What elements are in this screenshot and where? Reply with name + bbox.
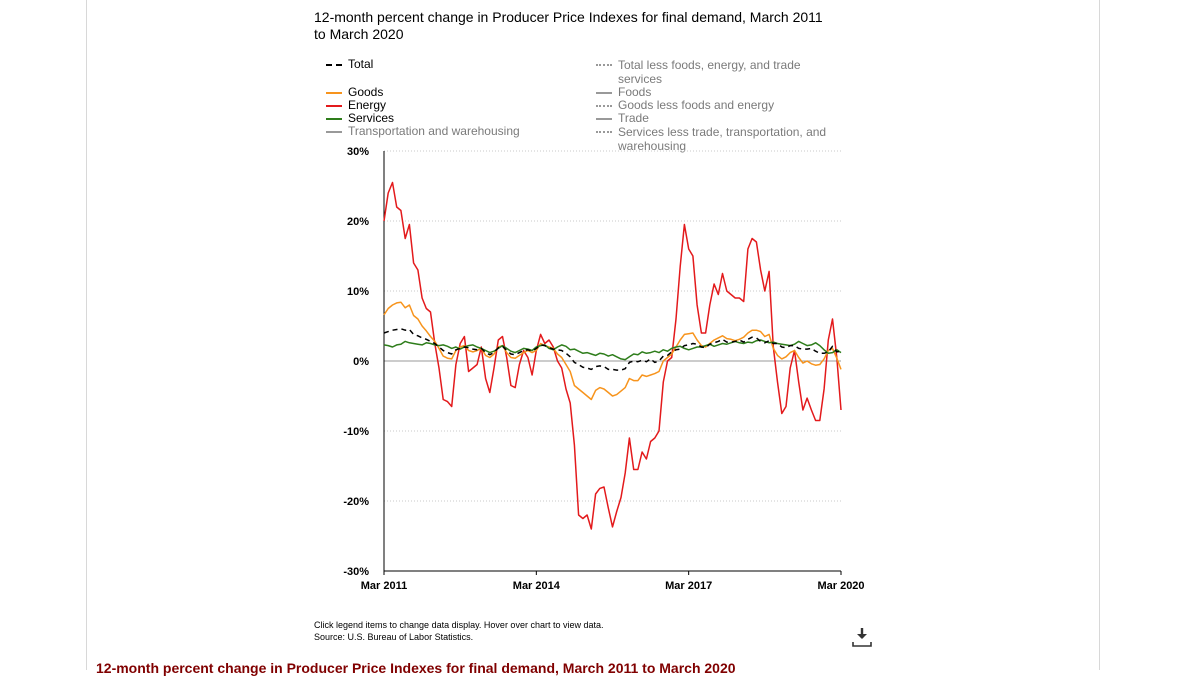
legend-label-goods-less: Goods less foods and energy xyxy=(618,98,775,112)
content-frame xyxy=(86,0,1100,670)
legend-label-energy: Energy xyxy=(348,98,387,112)
series-line-energy xyxy=(383,181,842,530)
legend-label-goods: Goods xyxy=(348,85,384,99)
legend-swatch-services-less xyxy=(596,131,612,133)
series-line-goods xyxy=(383,301,842,401)
download-icon[interactable] xyxy=(850,625,874,649)
chart-title: 12-month percent change in Producer Pric… xyxy=(314,9,823,42)
legend-label-total-less: Total less foods, energy, and trade serv… xyxy=(618,58,801,86)
chart-source: Source: U.S. Bureau of Labor Statistics. xyxy=(314,632,474,642)
legend-swatch-total xyxy=(326,64,342,66)
legend-swatch-total-less xyxy=(596,64,612,66)
legend-label-total: Total xyxy=(348,57,374,71)
legend-swatch-goods-less xyxy=(596,105,612,107)
line-chart[interactable]: 30% 20% 10% 0% -10% -20% -30% Mar 2011 Mar 2014 M… xyxy=(0,0,1192,600)
x-tick-label: Mar 2017 xyxy=(665,580,712,592)
y-tick-label: -30% xyxy=(343,566,369,578)
x-tick-label: Mar 2014 xyxy=(513,580,561,592)
y-tick-label: 30% xyxy=(347,146,369,158)
legend-swatch-transportation xyxy=(326,131,342,133)
series-line-total xyxy=(383,328,842,371)
section-title: 12-month percent change in Producer Pric… xyxy=(96,660,736,676)
legend-swatch-energy xyxy=(326,105,342,107)
y-tick-label: 0% xyxy=(353,356,369,368)
legend-label-foods: Foods xyxy=(618,85,652,99)
y-tick-label: 10% xyxy=(347,286,369,298)
x-tick-label: Mar 2020 xyxy=(817,580,864,592)
chart-instruction: Click legend items to change data displa… xyxy=(314,620,604,630)
legend-label-trade: Trade xyxy=(618,111,649,125)
chart-notes: Click legend items to change data displa… xyxy=(314,619,603,643)
legend-swatch-goods xyxy=(326,92,342,94)
legend-label-services: Services xyxy=(348,111,395,125)
legend-swatch-foods xyxy=(596,92,612,94)
legend-label-services-less: Services less trade, transportation, and… xyxy=(618,125,827,153)
series-line-services xyxy=(383,339,842,361)
legend-swatch-services xyxy=(326,118,342,120)
y-tick-label: -10% xyxy=(343,426,369,438)
legend-swatch-trade xyxy=(596,118,612,120)
y-tick-label: -20% xyxy=(343,496,369,508)
x-tick-label: Mar 2011 xyxy=(361,580,407,592)
legend-label-transportation: Transportation and warehousing xyxy=(348,124,520,138)
y-tick-label: 20% xyxy=(347,216,369,228)
